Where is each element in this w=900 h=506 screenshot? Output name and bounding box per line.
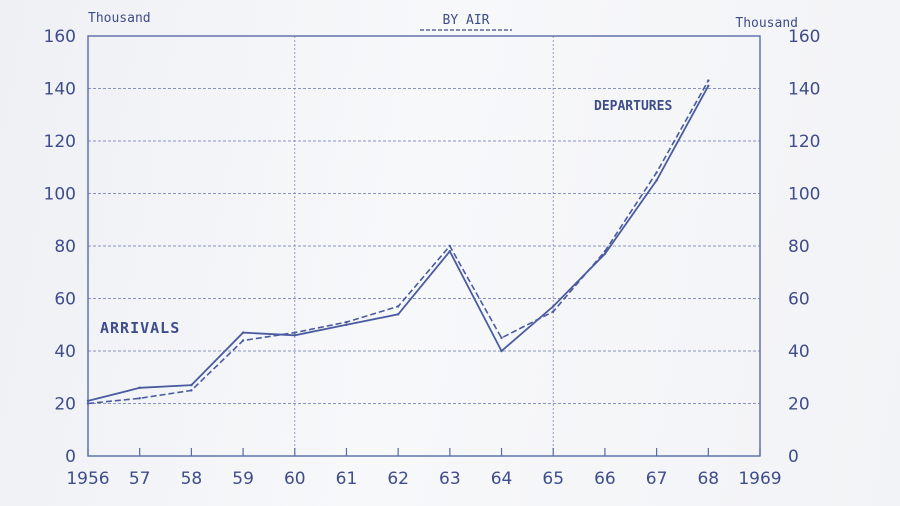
point-arrivals-1956 [86,399,90,403]
plot-frame [87,35,761,457]
point-arrivals-67 [655,179,658,182]
x-tick-label-60: 60 [284,469,306,489]
y-left-label-80: 80 [54,237,76,257]
chart-title: BY AIR [443,13,490,28]
point-departures-62 [396,305,400,308]
y-right-label-0: 0 [788,447,799,467]
point-departures-68 [707,79,710,82]
left-unit-label: Thousand [88,11,151,26]
y-left-label-60: 60 [54,290,76,310]
point-arrivals-66 [603,252,607,256]
y-right-label-80: 80 [788,237,810,257]
x-axis-labels: 1956 57 58 59 60 61 62 63 64 65 66 67 68 1969 [66,469,781,489]
y-left-label-160: 160 [44,27,76,47]
point-arrivals-60 [293,334,296,337]
x-tick-label-63: 63 [439,469,461,489]
y-right-label-140: 140 [788,80,820,100]
y-right-label-20: 20 [788,395,810,415]
point-departures-63 [448,244,452,248]
departures-series-label: DEPARTURES [594,99,672,114]
point-departures-57 [138,397,141,400]
left-y-axis-labels: 0 20 40 60 80 100 120 140 160 [44,27,76,467]
y-right-label-100: 100 [788,185,820,205]
point-arrivals-57 [138,386,141,389]
y-left-label-120: 120 [44,132,76,152]
y-left-label-20: 20 [54,395,76,415]
point-departures-58 [190,389,193,392]
point-arrivals-68 [707,84,710,88]
point-departures-59 [241,339,245,342]
x-tick-label-1956: 1956 [66,469,109,489]
x-tick-label-62: 62 [387,469,409,489]
point-arrivals-64 [500,349,503,353]
x-tick-label-66: 66 [594,469,616,489]
grid [88,36,760,456]
y-left-label-40: 40 [54,342,76,362]
x-tick-label-1969: 1969 [738,469,781,489]
x-tick-label-59: 59 [232,469,254,489]
x-tick-label-64: 64 [491,469,513,489]
x-tick-label-68: 68 [697,469,719,489]
point-arrivals-59 [241,331,245,334]
point-arrivals-58 [190,383,193,387]
point-arrivals-65 [552,305,555,308]
right-unit-label: Thousand [735,16,798,31]
point-departures-66 [603,250,607,253]
x-tick-label-58: 58 [181,469,203,489]
point-arrivals-61 [345,323,348,326]
series-line-departures [87,80,709,405]
y-right-label-60: 60 [788,290,810,310]
point-departures-64 [500,336,503,340]
y-right-label-160: 160 [788,27,820,47]
point-departures-67 [655,171,658,174]
point-arrivals-62 [396,313,400,316]
y-left-label-0: 0 [65,447,76,467]
x-axis-ticks [87,448,761,456]
right-y-axis-labels: 0 20 40 60 80 100 120 140 160 [788,27,820,467]
y-right-label-40: 40 [788,342,810,362]
x-tick-label-67: 67 [646,469,668,489]
y-left-label-140: 140 [44,80,76,100]
x-tick-label-65: 65 [542,469,564,489]
arrivals-series-label: ARRIVALS [100,319,180,337]
series-line-arrivals [87,85,710,402]
y-left-label-100: 100 [44,185,76,205]
point-departures-61 [345,320,348,324]
point-arrivals-63 [448,250,452,253]
x-tick-label-61: 61 [336,469,358,489]
series-lines [86,79,710,405]
y-right-label-120: 120 [788,132,820,152]
point-departures-1956 [86,402,90,405]
point-departures-60 [293,331,296,334]
point-departures-65 [552,310,555,313]
x-tick-label-57: 57 [129,469,151,489]
